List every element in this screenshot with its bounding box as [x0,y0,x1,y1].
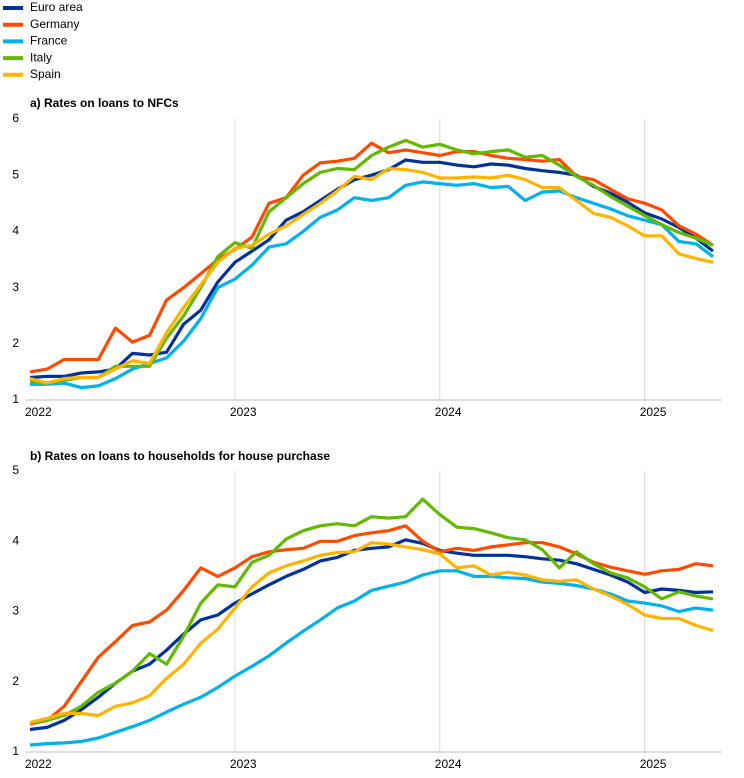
line-series [29,541,714,725]
y-tick-label: 2 [12,674,19,688]
x-tick-label: 2022 [25,757,52,771]
line-series [30,180,714,390]
y-tick-label: 3 [12,280,19,294]
legend-label: Spain [30,67,61,81]
line-series [29,138,714,385]
legend-label: Italy [30,50,52,64]
y-tick-label: 5 [12,167,19,181]
y-tick-label: 6 [12,111,19,125]
y-tick-label: 4 [12,533,19,547]
x-tick-label: 2023 [230,757,257,771]
x-tick-label: 2025 [640,757,667,771]
legend-label: Euro area [30,0,83,14]
line-series [29,538,714,732]
x-tick-label: 2025 [640,405,667,419]
x-tick-label: 2022 [25,405,52,419]
chart-title: b) Rates on loans to households for hous… [30,449,330,463]
x-tick-label: 2024 [435,405,462,419]
line-series [29,166,714,385]
y-tick-label: 4 [12,224,19,238]
line-series [29,158,714,380]
legend-label: France [30,34,68,48]
line-series [29,141,714,374]
legend-label: Germany [30,17,79,31]
y-tick-label: 1 [12,392,19,406]
line-series [29,497,714,725]
x-tick-label: 2024 [435,757,462,771]
y-tick-label: 2 [12,336,19,350]
chart-title: a) Rates on loans to NFCs [30,96,179,110]
x-tick-label: 2023 [230,405,257,419]
y-tick-label: 1 [12,744,19,758]
y-tick-label: 5 [12,463,19,477]
line-series [29,524,714,726]
y-tick-label: 3 [12,604,19,618]
